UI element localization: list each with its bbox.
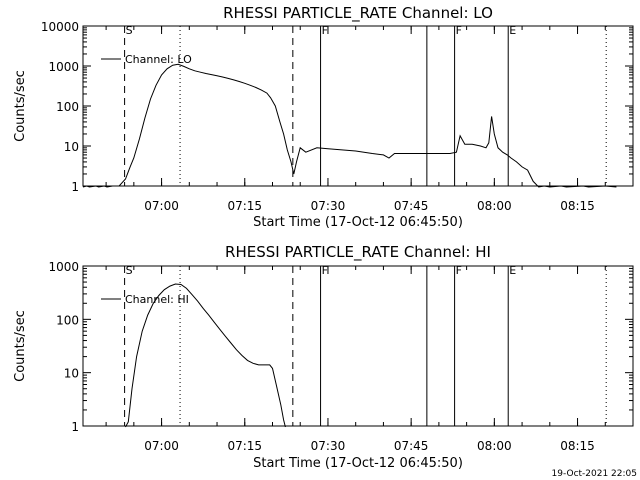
y-tick-label: 100	[56, 313, 79, 327]
event-marker-label: E	[509, 264, 516, 277]
x-tick-label: 08:15	[560, 439, 595, 453]
footer-timestamp: 19-Oct-2021 22:05	[552, 469, 637, 479]
y-tick-label: 10	[64, 367, 79, 381]
x-axis-label: Start Time (17-Oct-12 06:45:50)	[253, 215, 463, 230]
y-tick-label: 1	[71, 180, 79, 194]
event-marker-label: S	[126, 24, 133, 37]
x-tick-label: 07:45	[394, 199, 429, 213]
y-tick-label: 10	[64, 140, 79, 154]
x-tick-label: 08:15	[560, 199, 595, 213]
y-tick-label: 10000	[41, 20, 79, 34]
legend-entry: Channel: LO	[125, 53, 192, 66]
x-axis-label: Start Time (17-Oct-12 06:45:50)	[253, 456, 463, 471]
y-tick-label: 100	[56, 100, 79, 114]
legend-entry: Channel: HI	[125, 293, 189, 306]
plot-frame	[82, 25, 634, 187]
event-marker-label: S	[126, 264, 133, 277]
y-tick-label: 1	[71, 420, 79, 434]
x-tick-label: 07:00	[144, 439, 179, 453]
chart-title: RHESSI PARTICLE_RATE Channel: HI	[225, 243, 491, 262]
data-series-line	[125, 283, 286, 428]
y-axis-label: Counts/sec	[13, 310, 28, 382]
event-marker-label: F	[456, 24, 462, 37]
x-tick-label: 07:30	[311, 439, 346, 453]
y-tick-label: 1000	[48, 60, 79, 74]
x-tick-label: 07:00	[144, 199, 179, 213]
event-marker-label: F	[456, 264, 462, 277]
event-marker-label: E	[509, 24, 516, 37]
x-tick-label: 07:15	[227, 199, 262, 213]
plot-frame	[82, 265, 634, 427]
data-series-line	[82, 63, 617, 188]
event-marker-label: F	[322, 264, 328, 277]
event-marker-label: F	[322, 24, 328, 37]
x-tick-label: 07:15	[227, 439, 262, 453]
x-tick-label: 08:00	[477, 439, 512, 453]
x-tick-label: 08:00	[477, 199, 512, 213]
chart-title: RHESSI PARTICLE_RATE Channel: LO	[223, 4, 493, 23]
y-axis-label: Counts/sec	[13, 70, 28, 142]
x-tick-label: 07:45	[394, 439, 429, 453]
x-tick-label: 07:30	[311, 199, 346, 213]
y-tick-label: 1000	[48, 260, 79, 274]
